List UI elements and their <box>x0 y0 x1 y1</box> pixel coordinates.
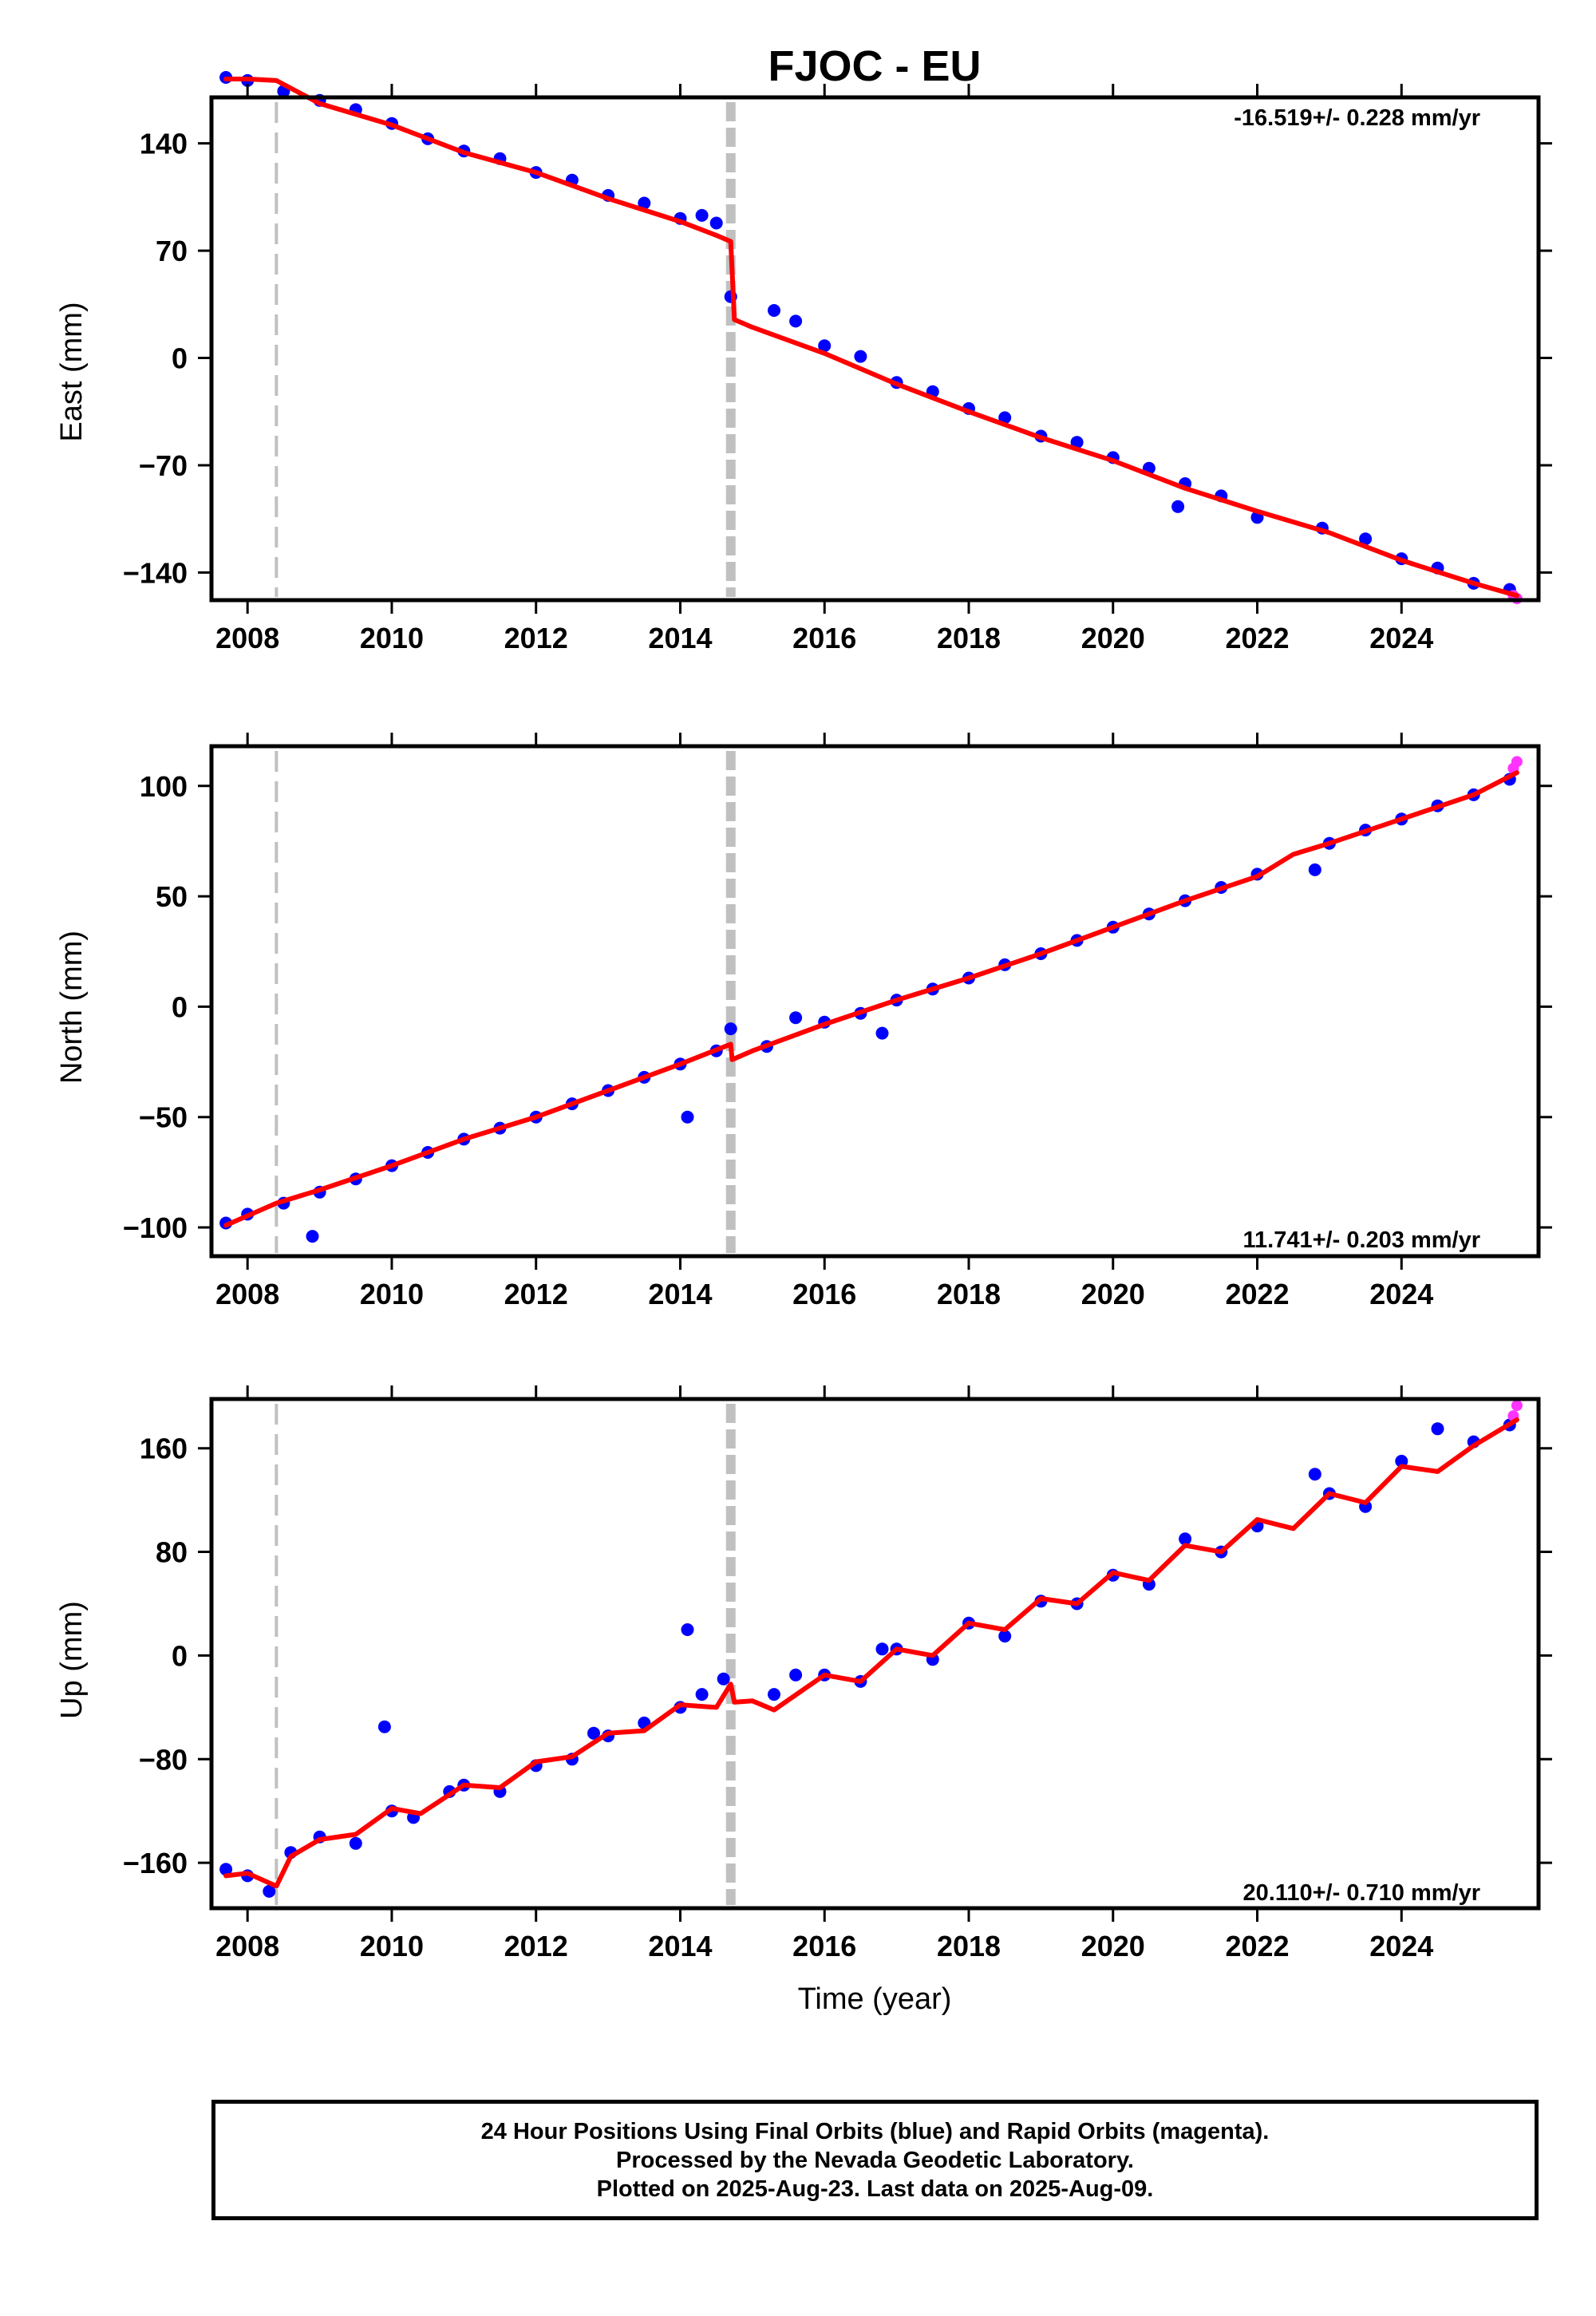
up-y-tick-label-4: 160 <box>140 1433 188 1465</box>
east-final-point-20 <box>854 350 867 363</box>
up-final-point-20 <box>717 1672 730 1686</box>
up-final-point-21 <box>768 1688 780 1701</box>
up-y-tick-label-1: −80 <box>139 1743 188 1776</box>
up-x-tick-label-4: 2016 <box>792 1930 856 1962</box>
north-plot-frame <box>209 744 1541 1259</box>
east-y-tick-label-4: 140 <box>140 128 188 160</box>
east-x-tick-label-2: 2012 <box>504 622 568 654</box>
up-final-point-6 <box>377 1720 391 1733</box>
footer-box: 24 Hour Positions Using Final Orbits (bl… <box>211 2100 1539 2220</box>
up-final-point-40 <box>1395 1454 1408 1468</box>
north-final-point-34 <box>1308 863 1321 876</box>
east-x-tick-label-0: 2008 <box>215 622 279 654</box>
up-y-axis-label: Up (mm) <box>55 1601 89 1719</box>
up-final-point-41 <box>1431 1422 1444 1436</box>
east-final-point-34 <box>1359 532 1373 546</box>
up-final-point-34 <box>1179 1532 1192 1546</box>
x-axis-label: Time (year) <box>798 1982 952 2016</box>
east-y-tick-label-0: −140 <box>123 556 188 589</box>
east-panel: East (mm) -16.519+/- 0.228 mm/yr 2008 201… <box>55 71 1552 654</box>
east-final-point-17 <box>768 304 780 317</box>
up-final-point-18 <box>681 1623 694 1636</box>
north-final-point-19 <box>789 1011 803 1025</box>
east-y-axis-label: East (mm) <box>55 302 89 441</box>
up-x-tick-label-6: 2020 <box>1081 1930 1145 1962</box>
up-rapid-point-1 <box>1511 1400 1523 1412</box>
up-x-tick-label-3: 2014 <box>648 1930 712 1962</box>
up-final-point-0 <box>219 1863 233 1876</box>
east-final-point-12 <box>638 196 651 210</box>
east-model-line <box>223 77 1519 599</box>
north-final-point-17 <box>724 1022 737 1036</box>
north-final-point-3 <box>306 1230 319 1243</box>
north-x-tick-label-4: 2016 <box>792 1278 856 1310</box>
east-x-tick-label-8: 2024 <box>1369 622 1433 654</box>
footer-line-3: Plotted on 2025-Aug-23. Last data on 202… <box>596 2176 1154 2202</box>
east-final-point-19 <box>818 339 832 353</box>
up-x-tick-label-7: 2022 <box>1225 1930 1289 1962</box>
up-final-point-19 <box>695 1688 709 1701</box>
up-x-tick-label-2: 2012 <box>504 1930 568 1962</box>
up-plot-frame <box>209 1397 1541 1911</box>
north-rapid-point-1 <box>1511 756 1523 768</box>
north-model-line <box>223 770 1519 1228</box>
up-final-point-37 <box>1308 1468 1321 1481</box>
up-x-tick-label-1: 2010 <box>360 1930 424 1962</box>
north-y-tick-label-0: −100 <box>123 1211 188 1244</box>
north-x-tick-label-6: 2020 <box>1081 1278 1145 1310</box>
east-rate-label: -16.519+/- 0.228 mm/yr <box>1234 105 1480 131</box>
up-y-tick-label-3: 80 <box>156 1536 188 1569</box>
east-x-tick-label-1: 2010 <box>360 622 424 654</box>
east-final-point-14 <box>695 208 709 222</box>
north-panel: North (mm) 11.741+/- 0.203 mm/yr 2008 201… <box>55 733 1552 1310</box>
east-final-point-24 <box>998 411 1012 425</box>
footer-line-2: Processed by the Nevada Geodetic Laborat… <box>616 2148 1134 2173</box>
up-final-point-25 <box>875 1642 889 1656</box>
up-y-tick-label-2: 0 <box>172 1639 188 1672</box>
north-y-tick-label-3: 50 <box>156 880 188 913</box>
east-y-tick-label-3: 70 <box>156 235 188 267</box>
north-x-tick-label-8: 2024 <box>1369 1278 1433 1310</box>
east-y-tick-label-2: 0 <box>172 342 188 375</box>
up-final-point-2 <box>263 1884 276 1898</box>
up-x-tick-label-5: 2018 <box>937 1930 1001 1962</box>
north-x-tick-label-5: 2018 <box>937 1278 1001 1310</box>
north-rate-label: 11.741+/- 0.203 mm/yr <box>1243 1227 1480 1253</box>
north-final-point-22 <box>875 1026 889 1040</box>
east-final-point-26 <box>1070 436 1084 449</box>
east-final-point-18 <box>789 314 803 328</box>
east-y-tick-label-1: −70 <box>139 449 188 482</box>
up-x-tick-label-0: 2008 <box>215 1930 279 1962</box>
east-plot-frame <box>209 95 1541 603</box>
up-panel: Up (mm) 20.110+/- 0.710 mm/yr Time (year… <box>55 1385 1552 2016</box>
chart-title: FJOC - EU <box>768 42 981 90</box>
north-y-axis-label: North (mm) <box>55 931 89 1084</box>
up-model-line <box>223 1417 1519 1889</box>
north-y-tick-label-1: −50 <box>139 1101 188 1134</box>
north-x-tick-label-3: 2014 <box>648 1278 712 1310</box>
east-x-tick-label-4: 2016 <box>792 622 856 654</box>
up-rate-label: 20.110+/- 0.710 mm/yr <box>1243 1880 1480 1906</box>
up-x-tick-label-8: 2024 <box>1369 1930 1433 1962</box>
up-final-point-5 <box>349 1836 362 1850</box>
east-final-point-15 <box>709 216 723 230</box>
up-final-point-29 <box>998 1630 1012 1643</box>
east-x-tick-label-6: 2020 <box>1081 622 1145 654</box>
footer-line-1: 24 Hour Positions Using Final Orbits (bl… <box>480 2119 1270 2144</box>
up-final-point-22 <box>789 1668 803 1682</box>
north-x-tick-label-1: 2010 <box>360 1278 424 1310</box>
up-y-tick-label-0: −160 <box>123 1847 188 1879</box>
north-x-tick-label-7: 2022 <box>1225 1278 1289 1310</box>
north-final-point-15 <box>681 1110 694 1124</box>
north-x-tick-label-2: 2012 <box>504 1278 568 1310</box>
north-y-tick-label-4: 100 <box>140 770 188 803</box>
east-x-tick-label-7: 2022 <box>1225 622 1289 654</box>
east-final-point-29 <box>1171 500 1185 513</box>
east-x-tick-label-3: 2014 <box>648 622 712 654</box>
north-x-tick-label-0: 2008 <box>215 1278 279 1310</box>
north-y-tick-label-2: 0 <box>172 990 188 1023</box>
east-x-tick-label-5: 2018 <box>937 622 1001 654</box>
up-final-point-14 <box>587 1726 600 1740</box>
